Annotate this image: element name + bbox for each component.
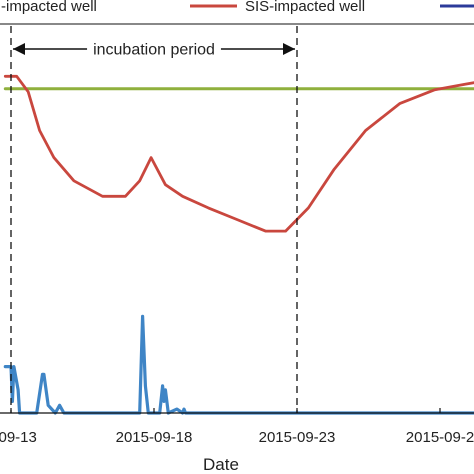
series-line-unlabeled-2 [3,314,474,415]
x-axis-title: Date [203,455,239,474]
incubation-arrow-left-head [13,43,25,55]
legend-frame [0,23,474,25]
x-tick-label: 2015-09-23 [259,429,336,446]
x-tick-label: 5-09-13 [0,429,37,446]
incubation-period-label: incubation period [93,42,215,59]
x-tick-label: 2015-09-2 [406,429,474,446]
series-group [3,74,474,415]
incubation-arrow-right-head [283,43,295,55]
incubation-period-annotation: incubation period [10,26,298,413]
legend-label-1: SIS-impacted well [245,0,365,15]
legend: -impacted well SIS-impacted well [0,0,474,25]
series-line-sis-impacted-well-1 [3,74,474,233]
legend-label-0: -impacted well [1,0,97,15]
axes-group: 5-09-13 2015-09-18 2015-09-23 2015-09-2 Date [0,408,474,474]
x-tick-label: 2015-09-18 [116,429,193,446]
